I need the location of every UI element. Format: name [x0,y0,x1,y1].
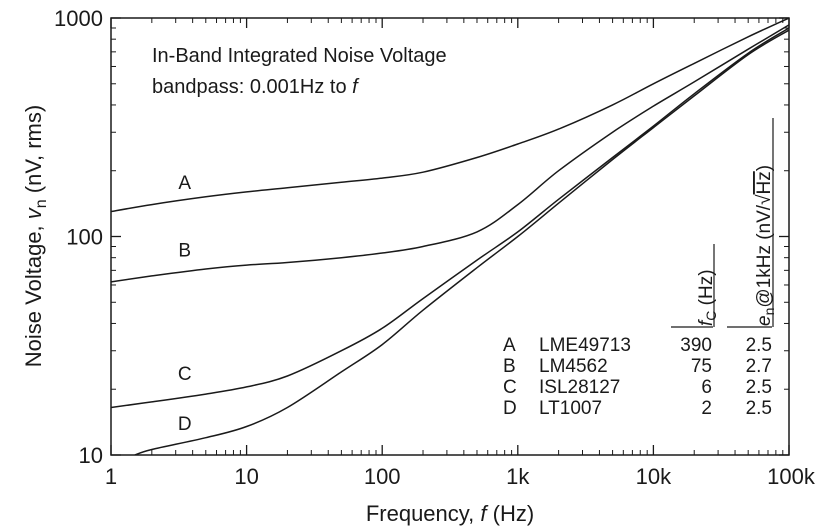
table-key: B [503,356,516,377]
x-tick-label: 10k [636,464,672,489]
curve-labels: A B C D [178,173,192,435]
table-part: LM4562 [539,356,608,377]
curve-label-b: B [178,240,191,261]
table-header-fc: fC (Hz) [696,269,719,326]
x-tick-label: 100k [767,464,816,489]
table-en: 2.5 [746,377,772,398]
table-en: 2.5 [746,398,772,419]
curve-label-a: A [178,173,191,194]
table-key: D [503,398,517,419]
x-tick-label: 10 [234,464,258,489]
y-tick-label: 100 [66,225,103,250]
table-part: LT1007 [539,398,602,419]
table-key: C [503,377,517,398]
annotation-line2: bandpass: 0.001Hz to f [152,76,360,98]
annotation-line1: In-Band Integrated Noise Voltage [152,45,447,67]
table-key: A [503,335,516,356]
curve-c [111,27,789,409]
major-ticks [110,17,790,456]
curve-a [111,18,789,213]
curve-b [111,24,789,283]
curve-label-d: D [178,414,192,435]
curve-label-c: C [178,364,192,385]
table-part: LME49713 [539,335,631,356]
y-axis-title: Noise Voltage, vn (nV, rms) [21,105,50,367]
table-header-en: en@1kHz (nV/√Hz) [754,165,777,326]
table-fc: 6 [701,377,712,398]
minor-ticks [111,18,789,455]
curves [111,18,789,455]
table-fc: 2 [701,398,712,419]
x-tick-label: 1 [105,464,117,489]
curve-d [134,29,789,455]
x-tick-label: 100 [364,464,401,489]
table-part: ISL28127 [539,377,620,398]
table-fc: 390 [680,335,712,356]
x-axis-title: Frequency, f (Hz) [366,501,534,526]
table-fc: 75 [691,356,712,377]
y-tick-label: 10 [79,443,103,468]
y-tick-label: 1000 [54,6,103,31]
legend-table: fC (Hz) en@1kHz (nV/√Hz) A LME49713 390 2.5… [503,118,777,419]
table-en: 2.5 [746,335,772,356]
x-tick-label: 1k [506,464,530,489]
table-en: 2.7 [746,356,772,377]
